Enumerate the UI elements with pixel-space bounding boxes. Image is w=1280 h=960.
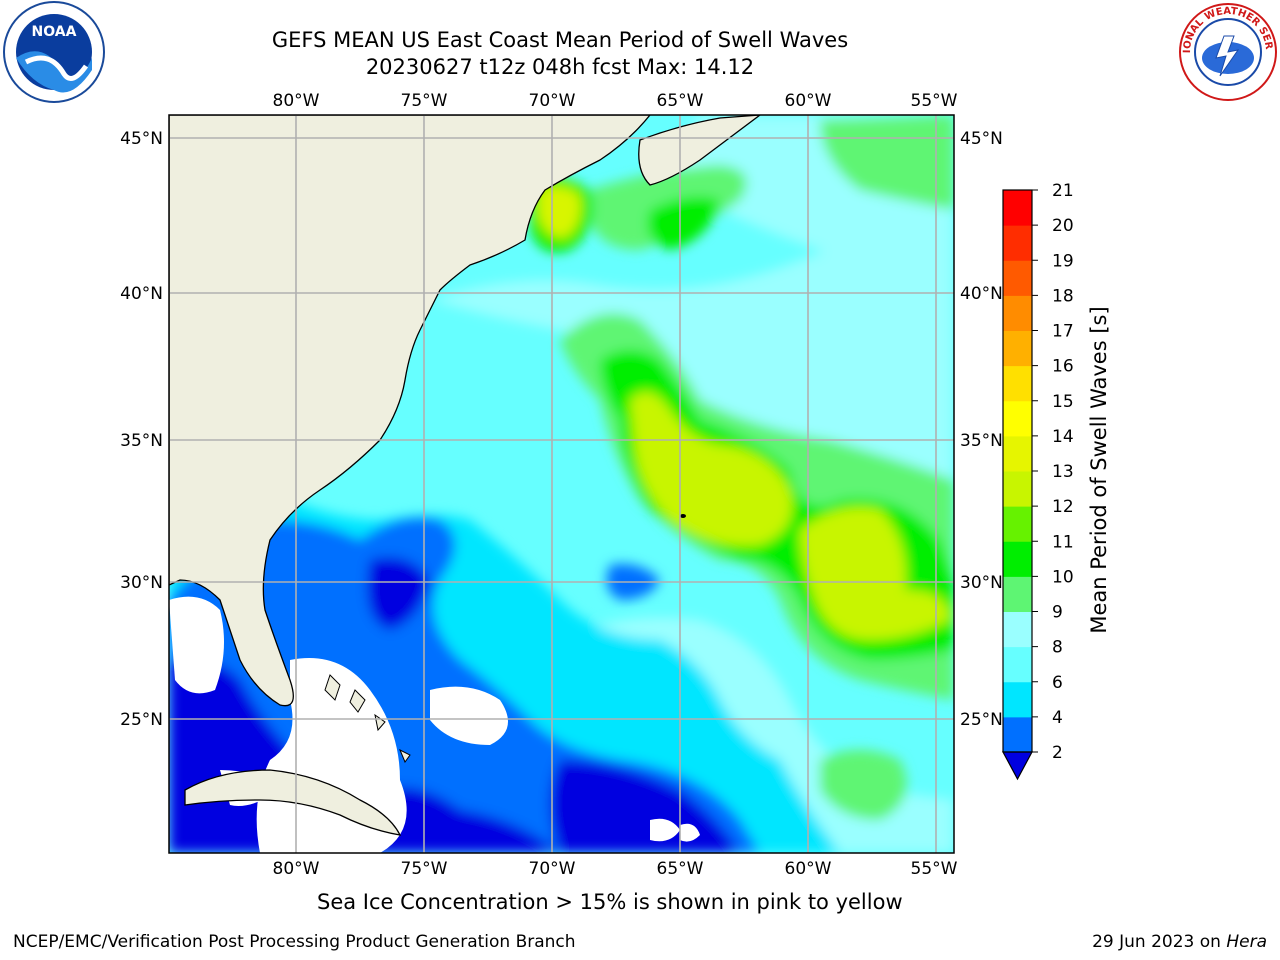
lon-labels-bottom: 80°W 75°W 70°W 65°W 60°W 55°W xyxy=(273,859,958,879)
colorbar-tick-label: 11 xyxy=(1052,532,1074,552)
colorbar-tick-label: 2 xyxy=(1052,743,1063,763)
colorbar-segment xyxy=(1003,295,1032,331)
colorbar-segment xyxy=(1003,260,1032,296)
lon-label: 70°W xyxy=(529,91,576,111)
date-stamp: 29 Jun 2023 on Hera xyxy=(1092,932,1267,952)
sea-ice-note: Sea Ice Concentration > 15% is shown in … xyxy=(160,890,980,914)
colorbar-tick-label: 15 xyxy=(1052,392,1074,412)
lat-label: 30°N xyxy=(120,573,163,593)
colorbar-segment xyxy=(1003,506,1032,542)
map-area xyxy=(169,115,954,853)
lon-label: 55°W xyxy=(911,91,958,111)
colorbar-tick-label: 4 xyxy=(1052,708,1063,728)
colorbar-tick-label: 8 xyxy=(1052,638,1063,658)
colorbar-tick-label: 9 xyxy=(1052,603,1063,623)
lon-label: 65°W xyxy=(657,859,704,879)
bermuda xyxy=(680,514,686,518)
colorbar-tick-label: 21 xyxy=(1052,181,1074,201)
colorbar-segment xyxy=(1003,331,1032,367)
lon-label: 55°W xyxy=(911,859,958,879)
colorbar-tick-label: 17 xyxy=(1052,322,1074,342)
lon-label: 60°W xyxy=(785,91,832,111)
lat-label: 25°N xyxy=(960,710,1003,730)
host-name: Hera xyxy=(1226,932,1267,952)
colorbar-segment xyxy=(1003,682,1032,718)
colorbar-segment xyxy=(1003,576,1032,612)
lon-label: 75°W xyxy=(401,859,448,879)
colorbar-tick-label: 10 xyxy=(1052,567,1074,587)
lon-label: 80°W xyxy=(273,859,320,879)
lat-labels-left: 45°N 40°N 35°N 30°N 25°N xyxy=(120,129,163,730)
colorbar-segment xyxy=(1003,190,1032,226)
lat-label: 35°N xyxy=(960,431,1003,451)
lat-label: 40°N xyxy=(960,284,1003,304)
lat-label: 30°N xyxy=(960,573,1003,593)
lon-label: 80°W xyxy=(273,91,320,111)
lon-label: 70°W xyxy=(529,859,576,879)
colorbar-segment xyxy=(1003,717,1032,753)
colorbar xyxy=(1003,190,1032,779)
lat-label: 45°N xyxy=(120,129,163,149)
colorbar-tick-label: 18 xyxy=(1052,286,1074,306)
colorbar-tick-label: 19 xyxy=(1052,251,1074,271)
lat-label: 35°N xyxy=(120,431,163,451)
colorbar-segment xyxy=(1003,225,1032,261)
credit-text: NCEP/EMC/Verification Post Processing Pr… xyxy=(13,932,576,952)
colorbar-tick-label: 16 xyxy=(1052,357,1074,377)
lat-label: 45°N xyxy=(960,129,1003,149)
lon-label: 60°W xyxy=(785,859,832,879)
lat-labels-right: 45°N 40°N 35°N 30°N 25°N xyxy=(960,129,1003,730)
colorbar-tick-label: 12 xyxy=(1052,497,1074,517)
colorbar-segment xyxy=(1003,612,1032,648)
lon-label: 75°W xyxy=(401,91,448,111)
date-text: 29 Jun 2023 on xyxy=(1092,932,1221,952)
colorbar-segment xyxy=(1003,436,1032,472)
colorbar-segment xyxy=(1003,541,1032,577)
colorbar-segment xyxy=(1003,471,1032,507)
colorbar-tick-label: 20 xyxy=(1052,216,1074,236)
colorbar-tick-label: 13 xyxy=(1052,462,1074,482)
colorbar-segment xyxy=(1003,401,1032,437)
colorbar-tick-label: 14 xyxy=(1052,427,1074,447)
colorbar-segment xyxy=(1003,366,1032,402)
colorbar-label: Mean Period of Swell Waves [s] xyxy=(1087,306,1111,633)
lat-label: 40°N xyxy=(120,284,163,304)
colorbar-extend-triangle xyxy=(1003,752,1032,779)
lon-label: 65°W xyxy=(657,91,704,111)
lat-label: 25°N xyxy=(120,710,163,730)
lon-labels-top: 80°W 75°W 70°W 65°W 60°W 55°W xyxy=(273,91,958,111)
colorbar-tick-label: 6 xyxy=(1052,673,1063,693)
colorbar-segment xyxy=(1003,647,1032,683)
colorbar-ticks: 21 20 19 18 17 16 15 14 13 12 11 10 9 8 6 4 2 xyxy=(1032,181,1074,763)
